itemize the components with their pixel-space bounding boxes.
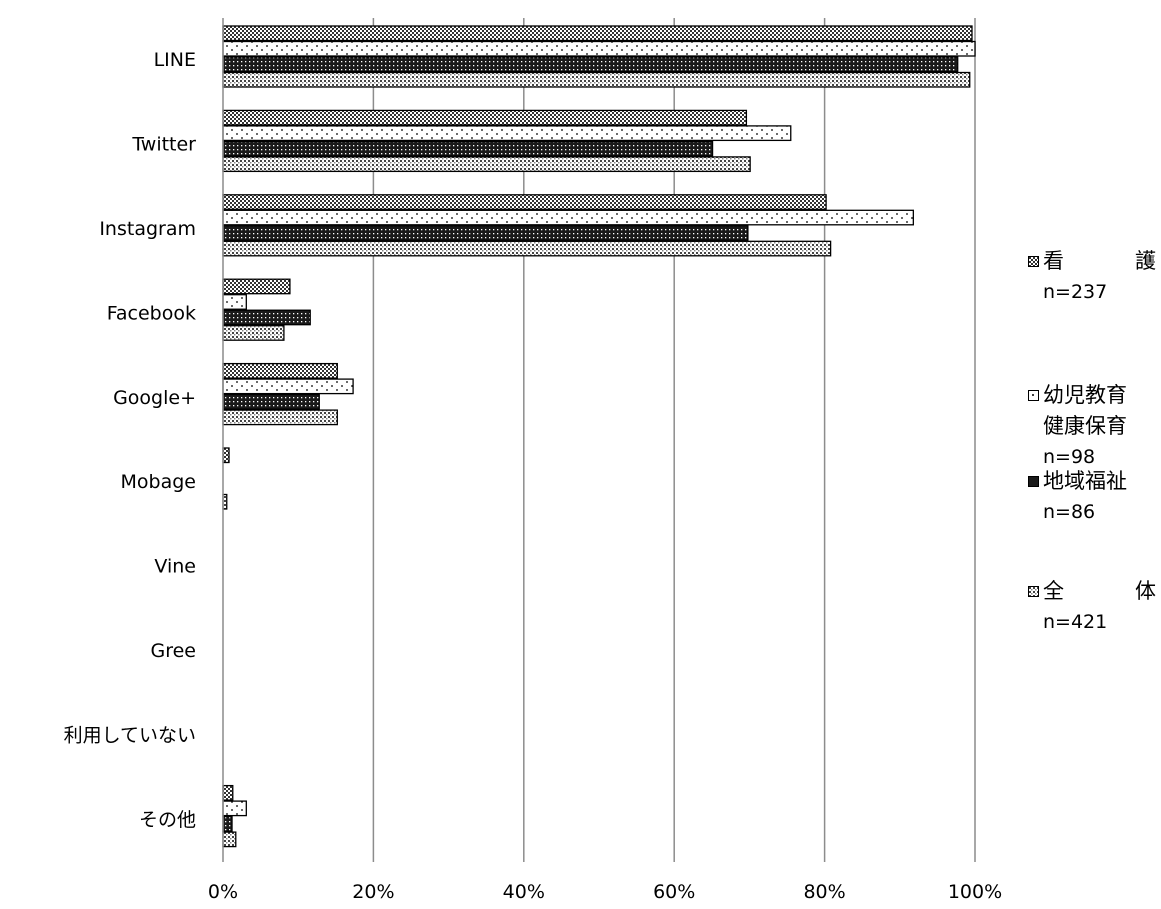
legend-label-part: 全 xyxy=(1043,579,1064,603)
legend-label: 全 体 xyxy=(1043,576,1156,607)
legend-n: n=98 xyxy=(1043,446,1096,468)
bar xyxy=(222,815,233,832)
bar xyxy=(222,56,959,73)
bar xyxy=(222,209,914,226)
legend-swatch-dots xyxy=(1028,390,1039,401)
bar xyxy=(222,800,247,817)
bar xyxy=(222,784,234,801)
legend-n: n=86 xyxy=(1043,501,1096,523)
bar xyxy=(222,240,832,257)
category-label: Google+ xyxy=(113,387,196,409)
bar xyxy=(222,831,237,848)
category-label: Mobage xyxy=(121,471,196,493)
legend-label: 健康保育 xyxy=(1043,414,1127,438)
bar xyxy=(222,278,291,295)
bar xyxy=(222,225,749,241)
legend-label-part: 体 xyxy=(1135,579,1156,603)
category-labels: LINE Twitter Instagram Facebook Google+ Mobag… xyxy=(64,49,197,831)
category-label: Gree xyxy=(151,640,197,662)
bar xyxy=(222,71,971,88)
category-label: Facebook xyxy=(107,302,196,324)
bar xyxy=(222,294,247,310)
x-tick-label: 40% xyxy=(503,881,545,903)
legend-label: 幼児教育 xyxy=(1043,383,1127,407)
x-tick-label: 60% xyxy=(653,881,695,903)
bar xyxy=(222,362,338,379)
x-tick-label: 20% xyxy=(352,881,394,903)
bar xyxy=(222,40,976,57)
legend-item-early-childhood: 幼児教育 健康保育 n=98 xyxy=(1028,380,1161,473)
category-label: Instagram xyxy=(99,218,196,240)
category-label: Vine xyxy=(154,556,196,578)
bar xyxy=(222,25,973,42)
bar xyxy=(222,325,285,341)
legend-n: n=237 xyxy=(1043,281,1108,303)
bar xyxy=(222,125,792,142)
legend-swatch-dense xyxy=(1028,476,1039,487)
bar xyxy=(222,309,311,326)
legend-item-nursing: 看 護 n=237 xyxy=(1028,246,1161,308)
x-tick-labels: 0% 20% 40% 60% 80% 100% xyxy=(208,881,1002,903)
bar xyxy=(222,140,714,157)
bars-group xyxy=(222,25,976,848)
bar xyxy=(222,109,748,126)
legend-label-part: 護 xyxy=(1135,249,1156,273)
x-tick-label: 0% xyxy=(208,881,238,903)
category-label: その他 xyxy=(139,809,196,831)
legend-swatch-checker xyxy=(1028,256,1039,267)
bar xyxy=(222,447,230,464)
legend-swatch-grid xyxy=(1028,586,1039,597)
x-tick-label: 100% xyxy=(948,881,1002,903)
category-label: LINE xyxy=(154,49,196,71)
bar xyxy=(222,409,338,426)
bar xyxy=(222,156,751,173)
legend-n: n=421 xyxy=(1043,611,1108,633)
x-tick-label: 80% xyxy=(803,881,845,903)
legend-label: 看 護 xyxy=(1043,246,1156,277)
bar xyxy=(222,393,320,410)
bar xyxy=(222,194,827,210)
category-label: 利用していない xyxy=(64,724,196,746)
bar xyxy=(222,378,354,395)
category-label: Twitter xyxy=(131,134,196,156)
legend-item-total: 全 体 n=421 xyxy=(1028,576,1161,638)
legend-label: 地域福祉 xyxy=(1043,469,1127,493)
legend-item-community-welfare: 地域福祉 n=86 xyxy=(1028,466,1161,528)
legend-label-part: 看 xyxy=(1043,249,1064,273)
